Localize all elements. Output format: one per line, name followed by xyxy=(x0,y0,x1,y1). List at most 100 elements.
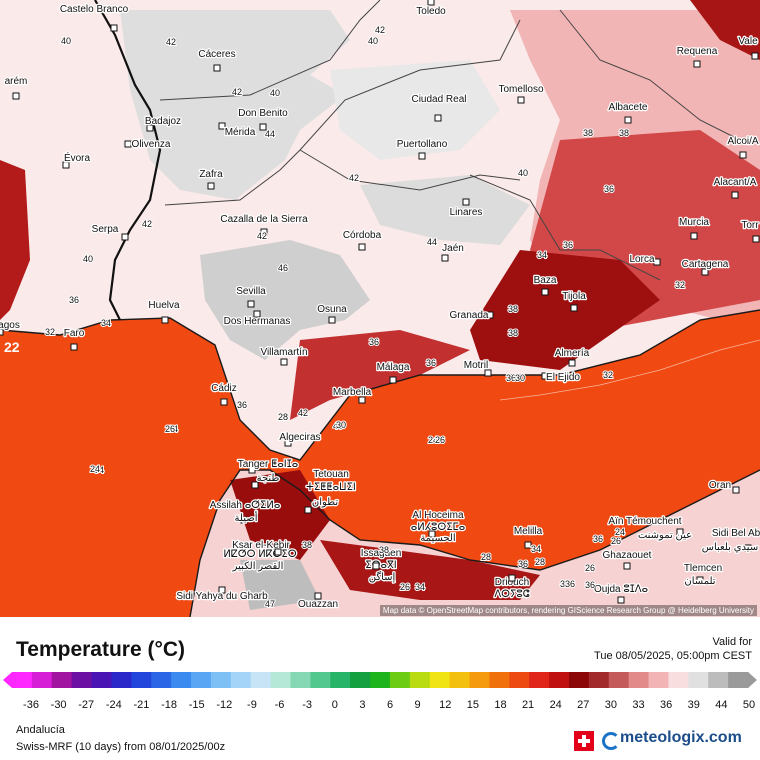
temperature-value: 38 xyxy=(619,128,629,138)
scale-swatch xyxy=(409,672,431,688)
city-label-ain-temouchent: Aïn Témouchent xyxy=(608,516,681,527)
temperature-value: 40 xyxy=(368,36,378,46)
city-label-alcoi: Alcoi/A xyxy=(727,136,758,147)
city-marker-malaga xyxy=(389,376,397,384)
scale-tick-label: -6 xyxy=(275,699,285,711)
city-label-ouezzane: Ouazzan xyxy=(298,599,338,610)
city-label-sevilla: Sevilla xyxy=(236,286,266,297)
brand-name[interactable]: meteologix.com xyxy=(620,729,742,746)
scale-arrow-right xyxy=(748,672,757,688)
temperature-value: 40 xyxy=(333,421,343,431)
city-label-ciudad-real: Ciudad Real xyxy=(411,94,466,105)
temperature-value: 38 xyxy=(583,128,593,138)
temperature-value: 34 xyxy=(537,250,547,260)
city-marker-sidi-bel-abbes-ar xyxy=(744,544,752,552)
scale-swatch xyxy=(688,672,709,688)
region-name: Andalucía xyxy=(16,724,65,736)
swiss-flag-icon xyxy=(574,731,594,751)
temperature-value: 40 xyxy=(83,254,93,264)
city-marker-faro xyxy=(70,343,78,351)
city-label-issaguen: Issaguen xyxy=(361,548,402,559)
scale-tick-label: 21 xyxy=(522,699,534,711)
city-label-don-benito: Don Benito xyxy=(238,108,288,119)
city-label-assilah: Assilah ⴰⵚⵉⵍⴰ xyxy=(210,500,281,511)
city-marker-huelva xyxy=(161,316,169,324)
city-marker-dos-hermanas xyxy=(253,310,261,318)
scale-swatch xyxy=(310,672,331,688)
city-marker-serpa xyxy=(121,233,129,241)
hot-zone-portugal-coast xyxy=(0,160,30,320)
scale-swatch xyxy=(509,672,530,688)
city-marker-oran xyxy=(732,486,740,494)
city-label-cordoba: Córdoba xyxy=(343,230,382,241)
city-label-cadiz: Cádiz xyxy=(211,383,237,394)
city-marker-lagos xyxy=(0,328,4,336)
city-label-osuna: Osuna xyxy=(317,304,347,315)
scale-swatch xyxy=(628,672,650,688)
temperature-value: 36 xyxy=(69,295,79,305)
scale-tick-label: -12 xyxy=(216,699,232,711)
city-label-issaguen-tz: ⵉⵙⴰⴳⵏ xyxy=(365,560,396,571)
city-marker-oujda xyxy=(617,596,625,604)
sea-area xyxy=(0,310,760,617)
city-marker-alacant xyxy=(731,191,739,199)
city-label-torrevieja: Torr xyxy=(741,220,759,231)
temperature-value: 28 xyxy=(278,412,288,422)
scale-tick-label: 36 xyxy=(660,699,672,711)
temperature-value: 32 xyxy=(675,280,685,290)
city-marker-tomelloso xyxy=(517,96,525,104)
city-label-lagos: agos xyxy=(0,320,20,331)
temperature-map[interactable]: Castelo Branco Cáceres Toledo Requena Vale ar… xyxy=(0,0,760,617)
city-marker-sidi-yahya xyxy=(218,586,226,594)
scale-tick-label: 12 xyxy=(439,699,451,711)
city-label-tetouan-tz: ⵜⵉⵟⵟⴰⵡⵉⵏ xyxy=(306,482,356,493)
city-marker-don-benito xyxy=(259,123,267,131)
city-marker-cartagena xyxy=(701,268,709,276)
city-marker-evora xyxy=(62,161,70,169)
city-marker-algeciras xyxy=(284,439,292,447)
city-marker-merida xyxy=(218,122,226,130)
city-marker-al-hoceima-ar xyxy=(428,530,436,538)
city-marker-granada xyxy=(486,311,494,319)
temperature-value: 44 xyxy=(265,129,275,139)
temperature-value: 40 xyxy=(518,168,528,178)
city-label-issaguen-ar: إساگن xyxy=(369,571,396,583)
temperature-value: 26 xyxy=(165,424,175,434)
scale-tick-label: -30 xyxy=(51,699,67,711)
city-label-lorca: Lorca xyxy=(629,254,654,265)
hot-zone-rif xyxy=(320,540,540,600)
hot-zone-tetouan xyxy=(230,470,330,560)
city-label-caceres: Cáceres xyxy=(198,49,235,60)
city-marker-driouch-tz xyxy=(508,574,516,582)
temperature-value: 42 xyxy=(232,87,242,97)
city-label-valencia: Vale xyxy=(738,36,758,47)
city-label-tlemcen: Tlemcen xyxy=(684,563,722,574)
scale-swatch xyxy=(290,672,311,688)
valid-for-label: Valid for xyxy=(712,636,752,648)
scale-arrow-left xyxy=(3,672,12,688)
city-label-malaga: Málaga xyxy=(377,362,410,373)
city-label-driouch: Driouch xyxy=(495,577,529,588)
city-marker-ciudad-real xyxy=(434,114,442,122)
city-marker-almeria xyxy=(568,359,576,367)
temperature-value: 36 xyxy=(518,559,528,569)
city-label-cartagena: Cartagena xyxy=(682,259,729,270)
city-label-granada: Granada xyxy=(450,310,489,321)
scale-swatch xyxy=(648,672,670,688)
city-marker-santarem xyxy=(12,92,20,100)
city-label-melilla: Melilla xyxy=(514,526,543,537)
city-label-dos-hermanas: Dos Hermanas xyxy=(224,316,291,327)
city-label-toledo: Toledo xyxy=(416,6,446,17)
temperature-value: 42 xyxy=(375,25,385,35)
hot-zone-valencia xyxy=(690,0,760,60)
scale-tick-label: 18 xyxy=(494,699,506,711)
city-label-motril: Motril xyxy=(464,360,488,371)
value-portugal-coast: 22 xyxy=(4,339,20,355)
scale-swatch xyxy=(608,672,630,688)
temperature-value: 24 xyxy=(615,527,625,537)
scale-swatch xyxy=(449,672,471,688)
hot-zone-malaga xyxy=(290,330,470,420)
city-marker-olivenza xyxy=(124,140,132,148)
city-marker-issaguen-ar xyxy=(372,562,380,570)
city-marker-sevilla xyxy=(247,300,255,308)
